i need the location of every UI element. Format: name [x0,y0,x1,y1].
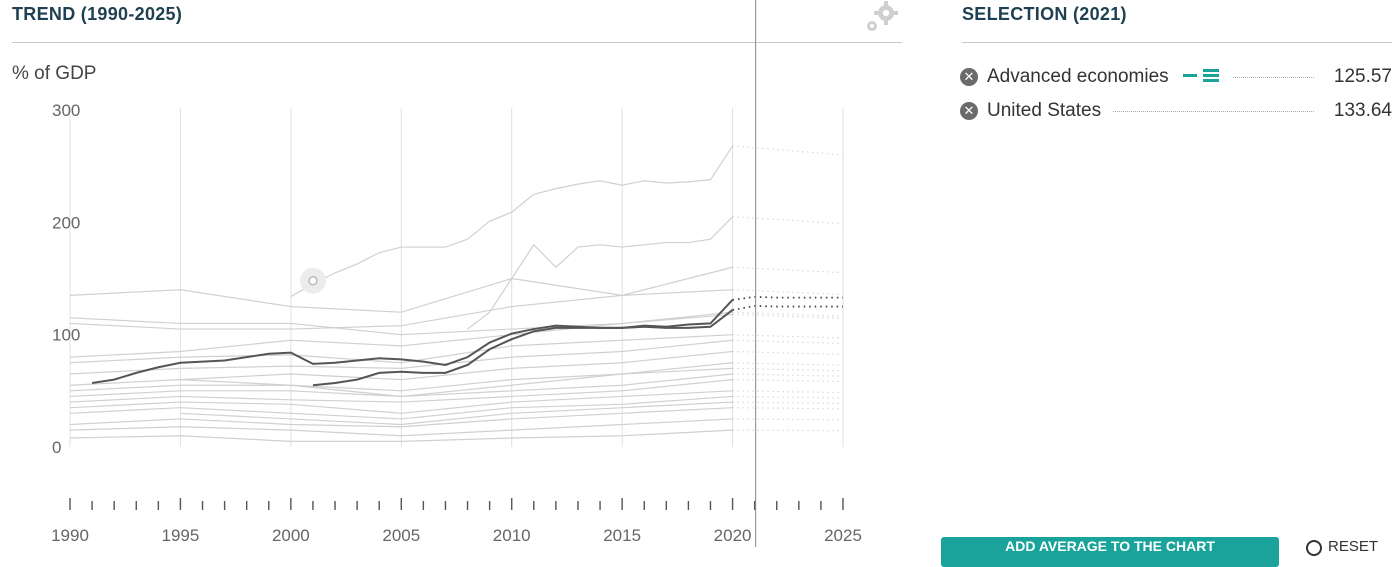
selection-title: SELECTION (2021) [962,4,1127,24]
highlight-line [312,299,734,387]
y-tick-label: 100 [52,326,80,345]
close-circle-icon[interactable]: ✕ [960,68,978,86]
leader-dots [1232,76,1314,78]
selection-item-value: 133.64 [1333,100,1392,121]
background-series [69,145,734,442]
selection-item: ✕ Advanced economies 125.57 [960,64,1392,90]
x-tick-label: 2000 [272,526,310,545]
background-line [69,266,733,330]
selection-item-name[interactable]: Advanced economies [987,66,1169,87]
close-circle-icon[interactable]: ✕ [960,102,978,120]
add-average-button[interactable]: ADD AVERAGE TO THE CHART [941,537,1279,567]
x-tick-label: 2010 [493,526,531,545]
background-line [69,418,733,437]
trend-divider [12,42,902,43]
leader-dots [1113,110,1314,112]
selection-divider [962,42,1392,43]
y-tick-label: 300 [52,101,80,120]
projection-line [732,289,844,296]
projection-line [732,145,844,156]
x-tick-label: 1995 [162,526,200,545]
trend-chart[interactable]: 0 100 200 300 1990 1995 2000 2005 2010 2015 2020 20… [0,0,905,547]
background-line [69,429,733,442]
projection-line [732,266,844,274]
selection-item: ✕ United States 133.64 [960,98,1392,124]
reset-icon [1306,540,1322,556]
projection-line [732,390,844,394]
projection-line [732,395,844,399]
background-line [69,379,733,403]
projection-line [732,401,844,405]
projection-line [732,311,844,317]
marker-dot [308,275,318,286]
highlighted-series [91,267,843,387]
highlight-projection-line [732,305,843,311]
selection-item-value: 125.57 [1333,66,1392,87]
projection-line [732,379,844,383]
projection-line [732,339,844,345]
x-tick-label: 2015 [603,526,641,545]
y-tick-label: 200 [52,213,80,232]
projection-line [732,216,844,225]
projection-line [732,350,844,355]
projection-line [732,373,844,377]
gear-icon[interactable] [862,0,902,39]
reset-button[interactable]: RESET [1306,538,1378,556]
background-line [290,145,734,297]
projection-series [732,145,844,432]
background-line [69,390,733,414]
selection-item-name[interactable]: United States [987,100,1102,121]
projection-line [732,367,844,372]
background-line [69,334,733,364]
background-line [467,216,733,330]
background-line [180,401,733,426]
x-tick-label: 2025 [824,526,862,545]
projection-line [732,362,844,366]
background-line [180,367,733,398]
x-tick-label: 1990 [51,526,89,545]
projection-line [732,334,844,339]
y-axis-unit-label: % of GDP [12,63,97,84]
projection-line [732,407,844,410]
axes: 0 100 200 300 1990 1995 2000 2005 2010 2015 2020 20… [51,0,862,547]
projection-line [732,313,844,320]
background-line [69,395,733,420]
trend-title: TREND (1990-2025) [12,4,183,24]
x-tick-label: 2005 [382,526,420,545]
background-line [69,339,733,375]
background-line [69,313,733,358]
y-tick-label: 0 [52,438,61,457]
projection-line [732,418,844,421]
background-line [69,407,733,428]
x-tick-label: 2020 [714,526,752,545]
legend-line-icon[interactable] [1182,67,1221,88]
highlight-projection-line [732,295,843,301]
projection-line [732,429,844,432]
